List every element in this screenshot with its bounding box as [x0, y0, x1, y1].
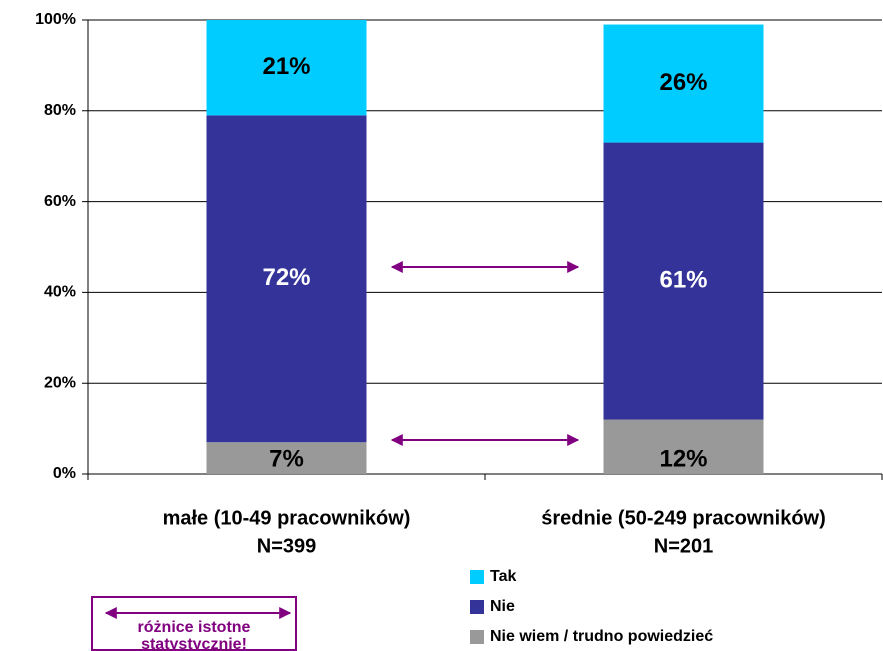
bar-segment [603, 142, 764, 420]
data-label: 12% [659, 445, 707, 472]
bar-segment [603, 24, 764, 143]
legend-label: Tak [490, 568, 516, 585]
legend-swatch [470, 600, 484, 614]
legend-label: Nie wiem / trudno powiedzieć [490, 628, 713, 645]
data-label: 72% [262, 264, 310, 291]
annotation: statystycznie! [141, 636, 247, 651]
y-tick-label: 100% [35, 11, 76, 28]
data-label: 21% [262, 53, 310, 80]
y-tick-label: 20% [44, 374, 76, 391]
data-label: 61% [659, 266, 707, 293]
x-tick-label: N=201 [654, 535, 714, 557]
y-tick-label: 40% [44, 284, 76, 301]
x-tick-label: małe (10-49 pracowników) [163, 507, 411, 529]
annotation: różnice istotne [138, 619, 251, 636]
legend-swatch [470, 630, 484, 644]
y-tick-label: 0% [53, 465, 76, 482]
data-label: 26% [659, 69, 707, 96]
y-tick-label: 80% [44, 102, 76, 119]
x-tick-label: N=399 [257, 535, 317, 557]
x-tick-label: średnie (50-249 pracowników) [541, 507, 826, 529]
bar-segment [603, 419, 764, 474]
legend-label: Nie [490, 598, 515, 615]
legend-swatch [470, 570, 484, 584]
bar-segment [206, 20, 367, 116]
y-tick-label: 60% [44, 193, 76, 210]
bar-segment [206, 442, 367, 474]
annotation-box [91, 596, 297, 651]
bar-segment [206, 115, 367, 443]
data-label: 7% [269, 445, 304, 472]
